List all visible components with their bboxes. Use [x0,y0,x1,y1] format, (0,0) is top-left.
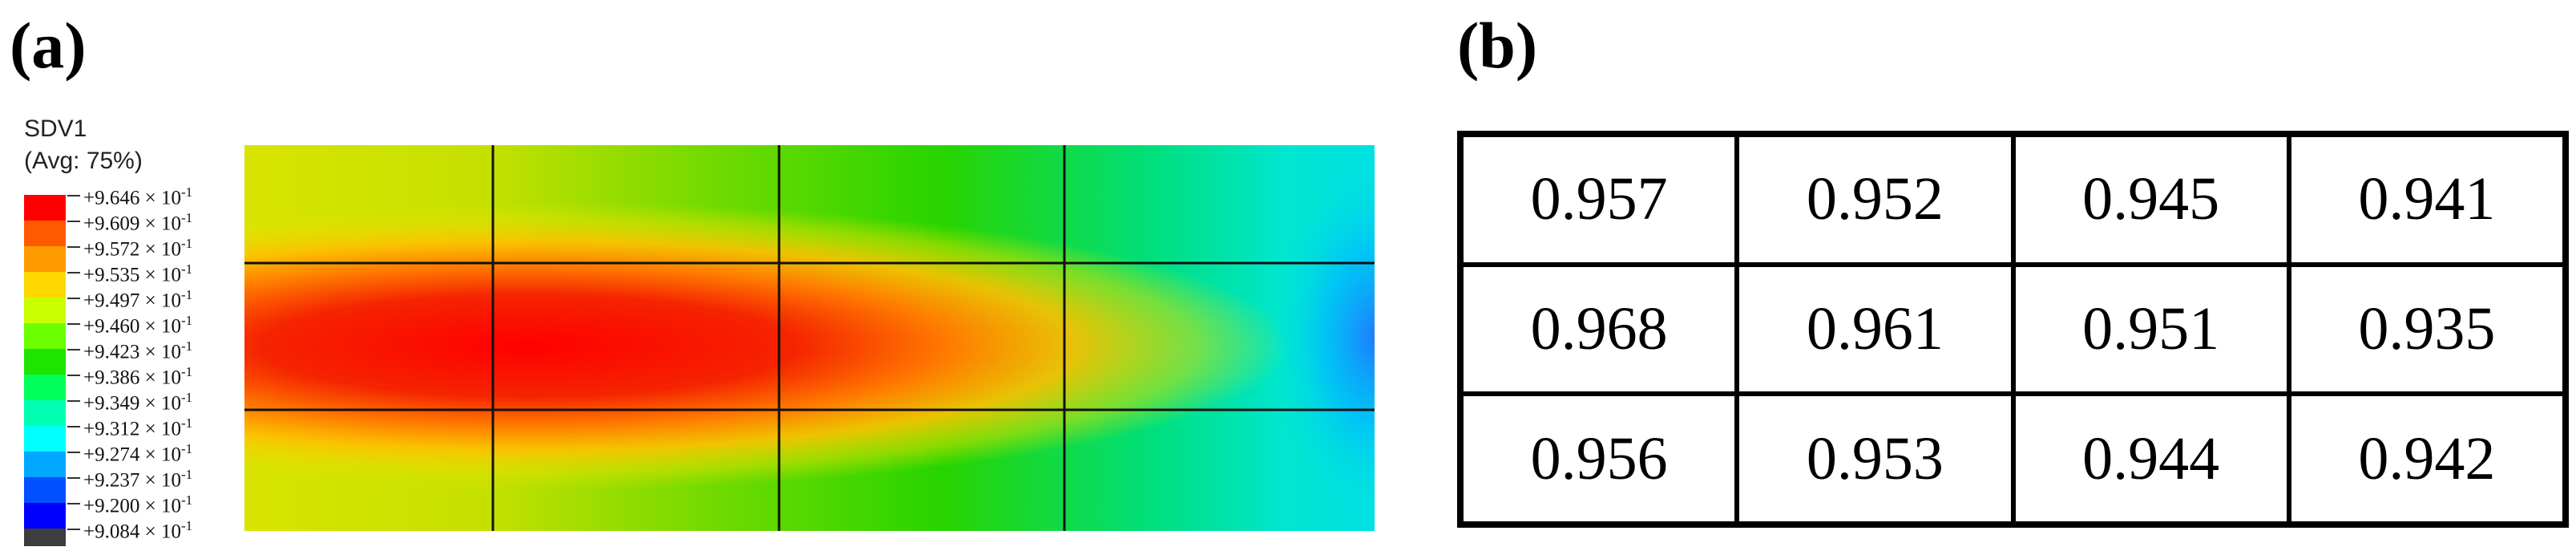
table-cell: 0.968 [1461,264,1738,395]
legend-tick-mark [67,529,80,530]
legend-tick-label: +9.274 × 10-1 [83,441,193,466]
legend-tick-label: +9.200 × 10-1 [83,492,193,517]
color-legend [24,195,66,546]
legend-variable-name: SDV1 [24,115,87,142]
legend-tick-label: +9.237 × 10-1 [83,467,193,492]
panel-b-label: (b) [1457,9,1538,82]
legend-tick-label: +9.386 × 10-1 [83,364,193,389]
legend-tick-label: +9.084 × 10-1 [83,518,193,543]
legend-tick-mark [67,375,80,376]
legend-tick-mark [67,477,80,479]
table-cell: 0.956 [1461,394,1738,524]
legend-tick-mark [67,298,80,299]
legend-tick-mark [67,221,80,222]
legend-swatch [24,349,66,375]
legend-tick-label: +9.349 × 10-1 [83,390,193,415]
legend-swatch [24,246,66,272]
legend-tick-label: +9.497 × 10-1 [83,287,193,312]
legend-swatch [24,400,66,426]
table-cell: 0.961 [1737,264,2013,395]
legend-tick-label: +9.646 × 10-1 [83,184,193,209]
legend-swatch [24,375,66,400]
table-cell: 0.952 [1737,135,2013,265]
table-cell: 0.935 [2288,264,2565,395]
table-cell: 0.942 [2288,394,2565,524]
table-cell: 0.953 [1737,394,2013,524]
legend-tick-label: +9.609 × 10-1 [83,210,193,235]
table-cell: 0.941 [2288,135,2565,265]
legend-swatch [24,503,66,529]
legend-tick-label: +9.423 × 10-1 [83,338,193,363]
legend-swatch [24,323,66,349]
value-table: 0.957 0.952 0.945 0.941 0.968 0.961 0.951 0.935… [1457,131,2569,528]
legend-swatch [24,298,66,323]
legend-tick-mark [67,452,80,453]
legend-swatch [24,452,66,477]
legend-tick-mark [67,272,80,273]
legend-swatch [24,272,66,298]
table-cell: 0.944 [2013,394,2289,524]
legend-tick-label: +9.572 × 10-1 [83,236,193,261]
legend-tick-mark [67,349,80,350]
legend-tick-label: +9.312 × 10-1 [83,415,193,440]
table-cell: 0.957 [1461,135,1738,265]
legend-swatch [24,477,66,503]
panel-a-label: (a) [10,9,87,82]
table-cell: 0.945 [2013,135,2289,265]
legend-tick-mark [67,323,80,325]
legend-tick-mark [67,195,80,196]
legend-swatch [24,426,66,452]
legend-tick-mark [67,246,80,248]
legend-tick-label: +9.535 × 10-1 [83,261,193,286]
contour-plot [244,145,1375,531]
table-cell: 0.951 [2013,264,2289,395]
legend-tick-label: +9.460 × 10-1 [83,313,193,338]
legend-tick-mark [67,400,80,402]
legend-swatch [24,221,66,246]
legend-swatch [24,529,66,546]
legend-averaging: (Avg: 75%) [24,148,143,174]
legend-tick-mark [67,503,80,504]
legend-tick-mark [67,426,80,427]
legend-swatch [24,195,66,221]
